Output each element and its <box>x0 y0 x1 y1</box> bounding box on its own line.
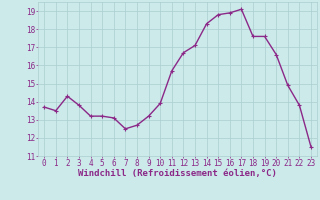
X-axis label: Windchill (Refroidissement éolien,°C): Windchill (Refroidissement éolien,°C) <box>78 169 277 178</box>
